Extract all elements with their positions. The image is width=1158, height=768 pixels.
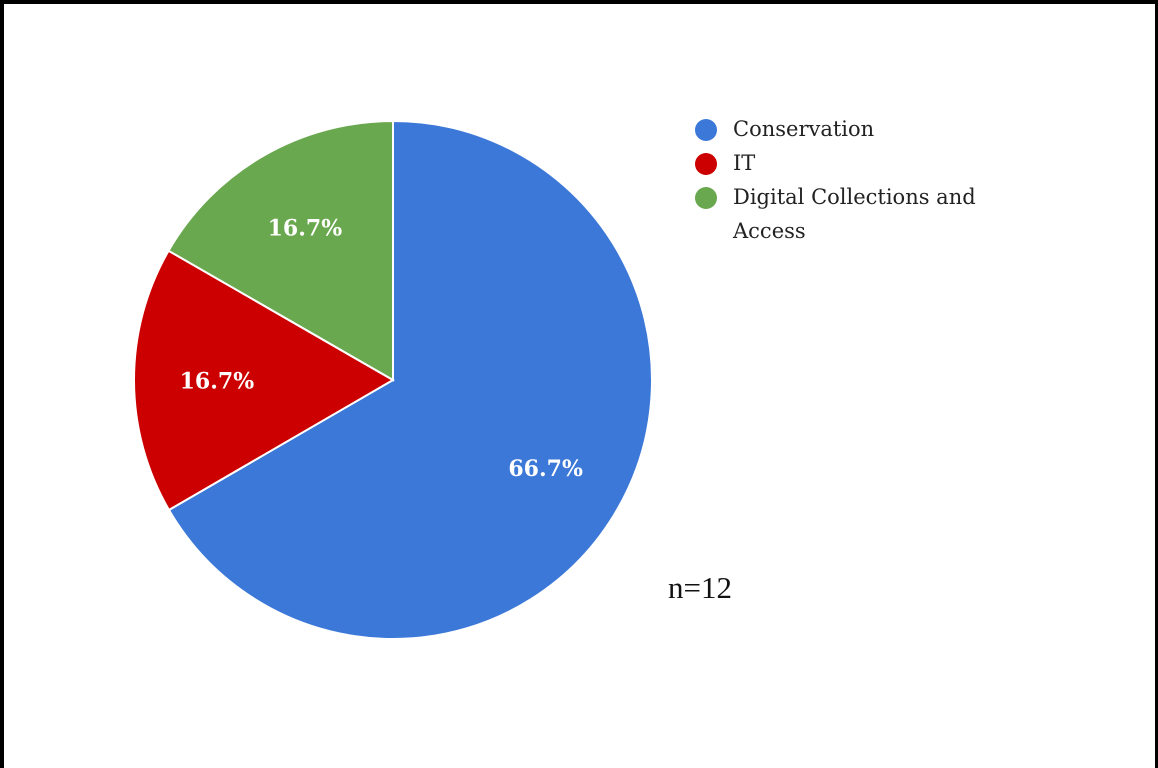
legend-swatch-it xyxy=(695,153,717,175)
legend-label-digital-collections: Digital Collections and Access xyxy=(733,185,976,243)
slice-label-it: 16.7% xyxy=(180,368,255,394)
legend-swatch-conservation xyxy=(695,119,717,141)
slice-label-conservation: 66.7% xyxy=(508,456,583,482)
legend-item-it: IT xyxy=(695,146,1013,180)
slice-digital-collections xyxy=(167,119,394,382)
slice-conservation xyxy=(167,119,653,640)
legend-swatch-digital-collections xyxy=(695,187,717,209)
legend: Conservation IT Digital Collections and … xyxy=(695,112,1013,248)
legend-label-conservation: Conservation xyxy=(733,117,875,141)
slice-it xyxy=(133,249,395,512)
legend-item-digital-collections: Digital Collections and Access xyxy=(695,180,1013,248)
legend-item-conservation: Conservation xyxy=(695,112,1013,146)
legend-label-it: IT xyxy=(733,151,756,175)
slice-label-digital-collections: 16.7% xyxy=(268,216,343,242)
sample-size-annotation: n=12 xyxy=(668,570,732,605)
